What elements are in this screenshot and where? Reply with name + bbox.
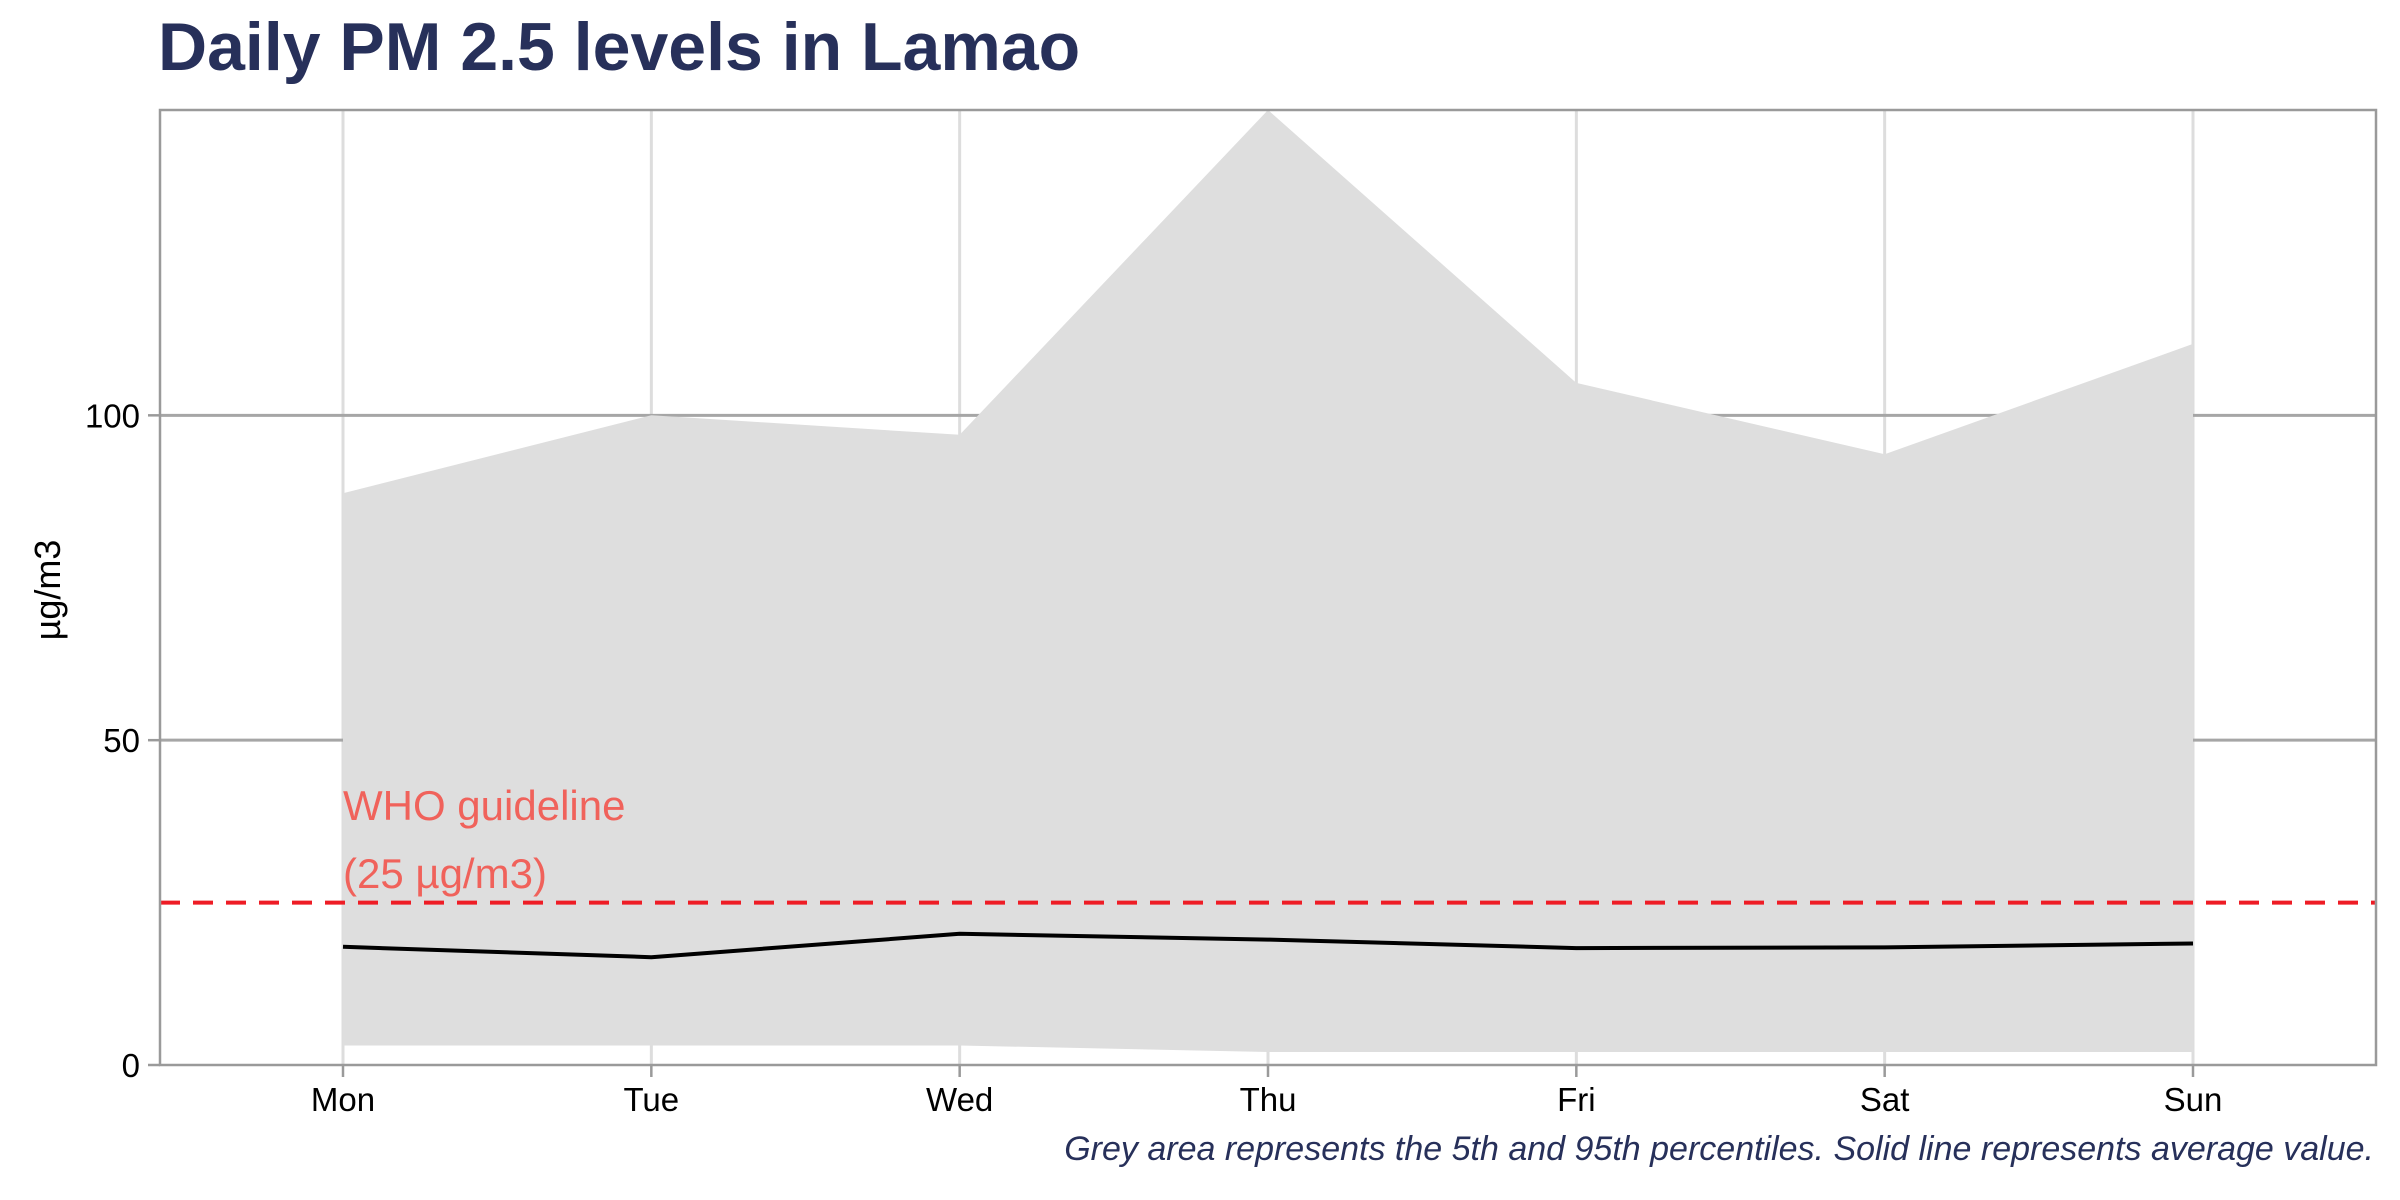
line-layer <box>342 931 2194 960</box>
chart-caption: Grey area represents the 5th and 95th pe… <box>1064 1130 2374 1168</box>
y-tick-label-100: 100 <box>85 397 140 434</box>
x-tick-label-wed: Wed <box>926 1081 993 1118</box>
chart-title: Daily PM 2.5 levels in Lamao <box>158 9 1081 85</box>
percentile-band-area <box>343 110 2193 1052</box>
who-guideline-value-label: (25 µg/m3) <box>343 850 547 897</box>
x-tick-label-thu: Thu <box>1240 1081 1297 1118</box>
x-tick-label-fri: Fri <box>1557 1081 1595 1118</box>
x-tick-label-mon: Mon <box>311 1081 375 1118</box>
annotation-layer: WHO guideline (25 µg/m3) <box>343 782 625 897</box>
who-guideline-label: WHO guideline <box>343 782 625 829</box>
x-tick-label-sat: Sat <box>1860 1081 1910 1118</box>
y-tick-label-50: 50 <box>103 722 140 759</box>
x-tick-label-sun: Sun <box>2164 1081 2223 1118</box>
band-layer <box>343 110 2193 1052</box>
x-tick-label-tue: Tue <box>624 1081 680 1118</box>
axis-layer: µg/m3 0 50 100 Mon Tue Wed Thu Fri Sat Sun <box>27 397 2222 1118</box>
y-tick-label-0: 0 <box>122 1047 140 1084</box>
y-axis-title: µg/m3 <box>27 540 68 641</box>
average-line <box>342 931 2194 960</box>
